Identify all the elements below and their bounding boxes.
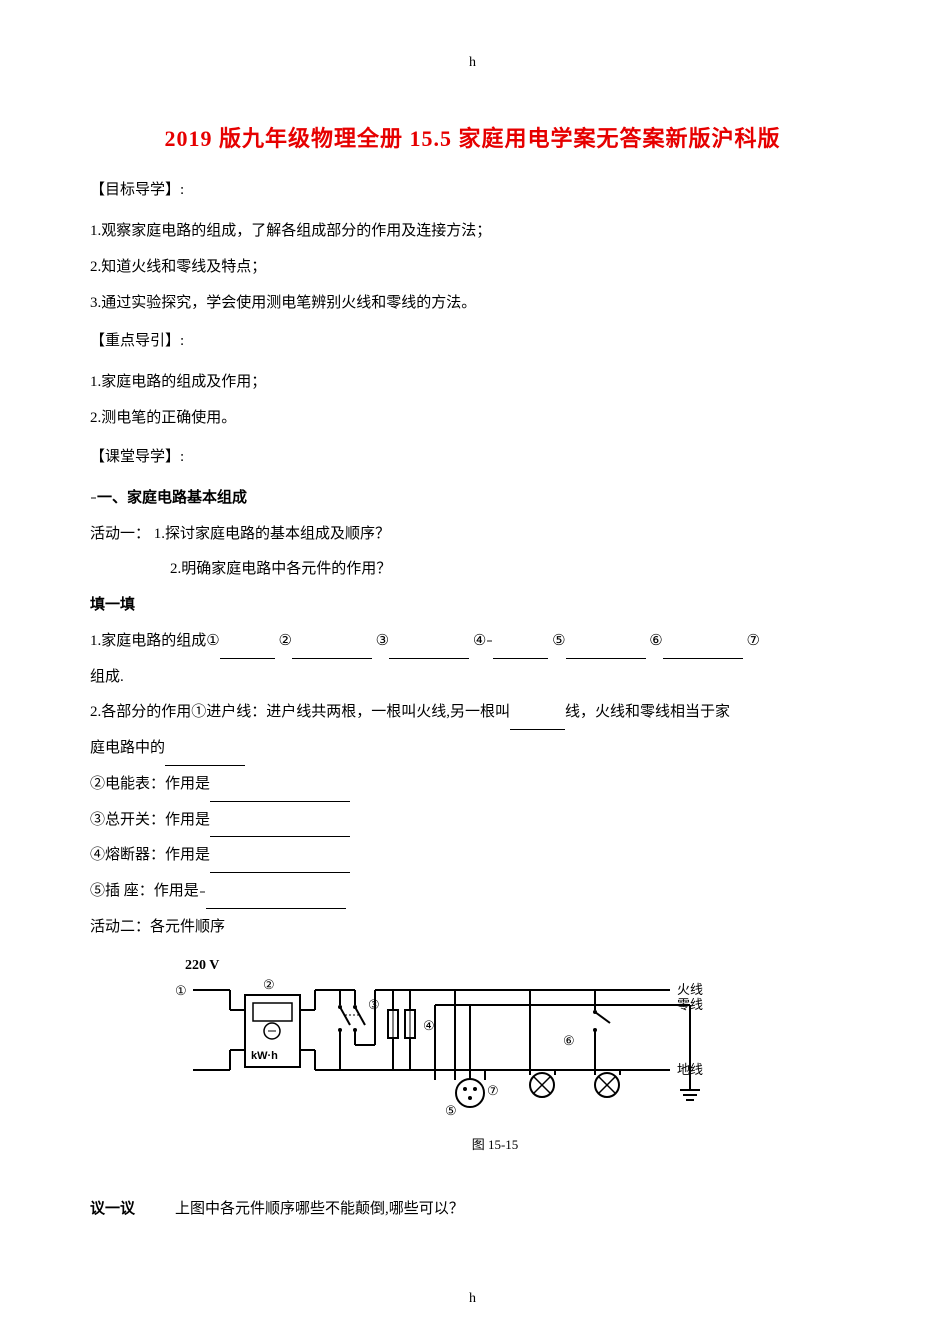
- dot-icon: [487, 640, 492, 642]
- goal-2: 2.知道火线和零线及特点；: [90, 251, 855, 285]
- circ3: ③: [368, 997, 380, 1012]
- circuit-svg: 220 V ① kW·h ②: [175, 955, 735, 1125]
- circ7: ⑦: [487, 1083, 499, 1098]
- fill1-pre: 1.家庭电路的组成: [90, 633, 206, 649]
- discuss-body: 上图中各元件顺序哪些不能颠倒,哪些可以？: [175, 1201, 464, 1217]
- num4: ④: [473, 633, 486, 649]
- label-live: 火线: [677, 982, 703, 997]
- blank-9[interactable]: [165, 748, 245, 766]
- goals-heading: 【目标导学】:: [90, 175, 855, 205]
- activity1-line2: 2.明确家庭电路中各元件的作用？: [90, 553, 855, 587]
- meter-label: kW·h: [251, 1050, 278, 1062]
- fill1-tail: 组成.: [90, 661, 855, 695]
- blank-2[interactable]: [292, 641, 372, 659]
- num6: ⑥: [649, 633, 662, 649]
- goal-1: 1.观察家庭电路的组成，了解各组成部分的作用及连接方法；: [90, 215, 855, 249]
- role3-text: ③总开关：作用是: [90, 812, 210, 828]
- part1-heading: 一、家庭电路基本组成: [90, 482, 855, 516]
- fill-heading: 填一填: [90, 589, 855, 623]
- blank-5[interactable]: [566, 641, 646, 659]
- circ6: ⑥: [563, 1033, 575, 1048]
- blank-4[interactable]: [493, 641, 548, 659]
- num7: ⑦: [746, 633, 759, 649]
- circ1: ①: [175, 983, 187, 998]
- header-letter: h: [90, 55, 855, 71]
- keypoint-2: 2.测电笔的正确使用。: [90, 402, 855, 436]
- role5-text: ⑤插 座：作用是: [90, 883, 199, 899]
- page-title: 2019 版九年级物理全册 15.5 家庭用电学案无答案新版沪科版: [90, 121, 855, 153]
- num5: ⑤: [552, 633, 565, 649]
- blank-6[interactable]: [663, 641, 743, 659]
- class-heading: 【课堂导学】:: [90, 442, 855, 472]
- goal-3: 3.通过实验探究，学会使用测电笔辨别火线和零线的方法。: [90, 287, 855, 321]
- role4-text: ④熔断器：作用是: [90, 847, 210, 863]
- circ5: ⑤: [445, 1103, 457, 1118]
- dot-icon: [91, 497, 96, 499]
- blank-12[interactable]: [210, 855, 350, 873]
- fill2-line1: 2.各部分的作用①进户线：进户线共两根，一根叫火线,另一根叫 线，火线和零线相当于…: [90, 696, 855, 730]
- role3: ③总开关：作用是: [90, 804, 855, 838]
- discuss-line: 议一议 上图中各元件顺序哪些不能颠倒,哪些可以？: [90, 1193, 855, 1227]
- blank-3[interactable]: [389, 641, 469, 659]
- circuit-diagram: 220 V ① kW·h ②: [175, 955, 855, 1153]
- voltage-label: 220 V: [185, 958, 219, 973]
- role2-text: ②电能表：作用是: [90, 776, 210, 792]
- diagram-caption: 图 15-15: [135, 1134, 855, 1153]
- blank-13[interactable]: [206, 891, 346, 909]
- keypoint-1: 1.家庭电路的组成及作用；: [90, 366, 855, 400]
- num3: ③: [376, 633, 389, 649]
- blank-11[interactable]: [210, 819, 350, 837]
- fill2-text-b: 线，火线和零线相当于家: [565, 704, 730, 720]
- role2: ②电能表：作用是: [90, 768, 855, 802]
- discuss-head: 议一议: [90, 1201, 135, 1217]
- keypoints-heading: 【重点导引】:: [90, 326, 855, 356]
- num2: ②: [278, 633, 291, 649]
- activity2: 活动二：各元件顺序: [90, 911, 855, 945]
- footer-letter: h: [0, 1291, 945, 1307]
- blank-1[interactable]: [220, 641, 275, 659]
- circ2: ②: [263, 977, 275, 992]
- num1: ①: [206, 633, 219, 649]
- dot-icon: [200, 891, 205, 893]
- fill2-text-a: 2.各部分的作用①进户线：进户线共两根，一根叫火线,另一根叫: [90, 704, 510, 720]
- role5: ⑤插 座：作用是: [90, 875, 855, 909]
- part1-text: 一、家庭电路基本组成: [97, 490, 247, 506]
- blank-8[interactable]: [510, 712, 565, 730]
- activity1-line1: 活动一： 1.探讨家庭电路的基本组成及顺序？: [90, 518, 855, 552]
- circ4: ④: [423, 1018, 435, 1033]
- fill2-line2: 庭电路中的: [90, 732, 855, 766]
- fill2-text-c: 庭电路中的: [90, 740, 165, 756]
- blank-10[interactable]: [210, 784, 350, 802]
- fill1-line: 1.家庭电路的组成① ② ③ ④ ⑤ ⑥ ⑦: [90, 625, 855, 659]
- role4: ④熔断器：作用是: [90, 839, 855, 873]
